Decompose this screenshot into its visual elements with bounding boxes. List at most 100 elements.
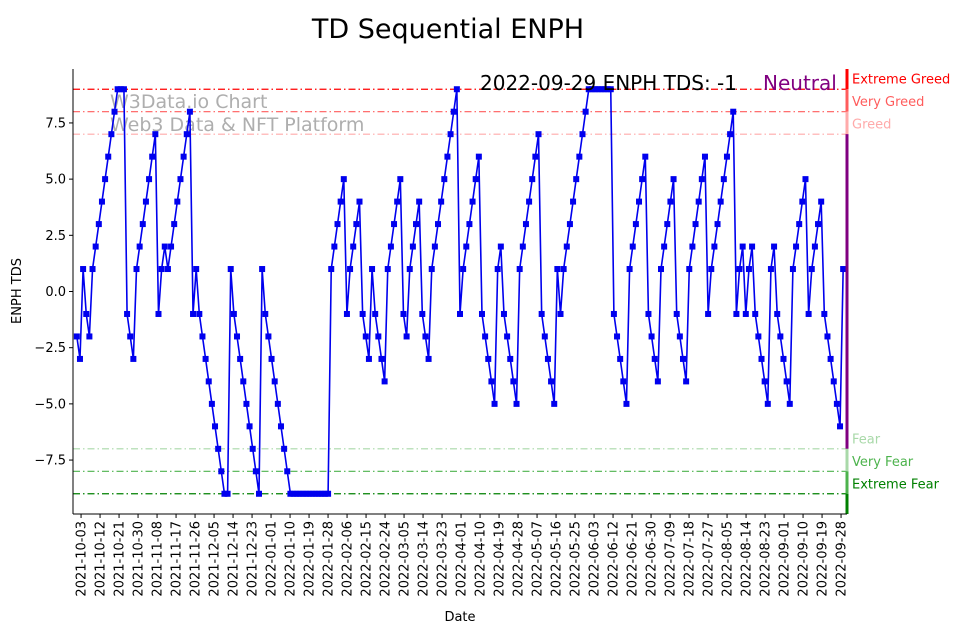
data-point <box>190 310 197 317</box>
data-point <box>86 333 93 340</box>
x-tick-label: 2021-10-03 <box>75 521 90 597</box>
data-point <box>808 266 815 273</box>
data-point <box>149 153 156 160</box>
data-point <box>824 333 831 340</box>
data-point <box>714 221 721 228</box>
data-point <box>362 333 369 340</box>
x-tick-label: 2022-04-01 <box>455 521 470 597</box>
data-point <box>752 310 759 317</box>
data-point <box>658 266 665 273</box>
data-point <box>560 266 567 273</box>
data-point <box>334 221 341 228</box>
x-tick-label: 2022-09-10 <box>797 521 812 597</box>
data-point <box>394 198 401 205</box>
data-point <box>767 266 774 273</box>
x-tick-label: 2022-01-01 <box>265 521 280 597</box>
data-point <box>526 198 533 205</box>
data-point <box>510 378 517 385</box>
data-point <box>309 490 316 497</box>
data-point <box>130 355 137 362</box>
data-point <box>438 198 445 205</box>
data-point <box>400 310 407 317</box>
data-point <box>413 221 420 228</box>
data-point <box>444 153 451 160</box>
y-tick-label: −7.5 <box>34 454 66 469</box>
data-point <box>249 445 256 452</box>
data-point <box>441 176 448 183</box>
data-point <box>705 310 712 317</box>
data-point <box>482 333 489 340</box>
data-point <box>372 310 379 317</box>
data-point <box>576 153 583 160</box>
data-point <box>494 266 501 273</box>
data-point <box>252 468 259 475</box>
data-point <box>758 355 765 362</box>
data-point <box>73 333 80 340</box>
data-point <box>409 243 416 250</box>
data-point <box>639 176 646 183</box>
data-point <box>651 355 658 362</box>
data-point <box>303 490 310 497</box>
data-point <box>610 310 617 317</box>
data-point <box>811 243 818 250</box>
data-point <box>598 86 605 93</box>
data-point <box>607 86 614 93</box>
y-tick-label: 2.5 <box>45 229 66 244</box>
data-point <box>774 310 781 317</box>
data-point <box>212 423 219 430</box>
x-tick-label: 2022-09-19 <box>816 521 831 597</box>
data-point <box>139 221 146 228</box>
data-point <box>277 423 284 430</box>
data-point <box>818 198 825 205</box>
data-point <box>614 333 621 340</box>
data-point <box>136 243 143 250</box>
data-point <box>519 243 526 250</box>
data-point <box>749 243 756 250</box>
data-point <box>837 423 844 430</box>
extreme-fear-label: Extreme Fear <box>852 477 940 492</box>
data-point <box>391 221 398 228</box>
x-tick-label: 2022-08-23 <box>759 521 774 597</box>
x-tick-label: 2022-08-05 <box>721 521 736 597</box>
x-tick-label: 2022-07-18 <box>683 521 698 597</box>
data-point <box>353 221 360 228</box>
y-tick-label: 7.5 <box>45 116 66 131</box>
data-point <box>623 400 630 407</box>
data-point <box>522 221 529 228</box>
x-tick-label: 2021-10-12 <box>94 521 109 597</box>
data-point <box>632 221 639 228</box>
latest-value-annotation: 2022-09-29 ENPH TDS: -1 <box>480 71 737 95</box>
data-point <box>369 266 376 273</box>
data-point <box>764 400 771 407</box>
data-point <box>422 333 429 340</box>
x-tick-label: 2022-03-23 <box>436 521 451 597</box>
extreme-greed-label: Extreme Greed <box>852 73 950 88</box>
data-point <box>629 243 636 250</box>
data-point <box>83 310 90 317</box>
data-point <box>796 221 803 228</box>
data-point <box>262 310 269 317</box>
data-point <box>168 243 175 250</box>
data-point <box>155 310 162 317</box>
data-point <box>695 198 702 205</box>
data-point <box>472 176 479 183</box>
x-tick-label: 2022-05-07 <box>531 521 546 597</box>
x-tick-label: 2021-12-23 <box>246 521 261 597</box>
data-point <box>80 266 87 273</box>
data-point <box>384 266 391 273</box>
data-point <box>805 310 812 317</box>
data-point <box>573 176 580 183</box>
x-tick-label: 2022-06-12 <box>607 521 622 597</box>
reference-lines: Extreme Greed Very Greed Greed Fear Very Fea… <box>73 73 950 495</box>
watermark-line-2: Web3 Data & NFT Platform <box>110 114 364 136</box>
data-point <box>246 423 253 430</box>
data-point <box>347 266 354 273</box>
data-point <box>312 490 319 497</box>
data-point <box>177 176 184 183</box>
data-point <box>205 378 212 385</box>
data-point <box>592 86 599 93</box>
data-point <box>783 378 790 385</box>
very-greed-label: Very Greed <box>852 95 924 110</box>
x-tick-label: 2022-08-14 <box>740 521 755 597</box>
data-point <box>570 198 577 205</box>
